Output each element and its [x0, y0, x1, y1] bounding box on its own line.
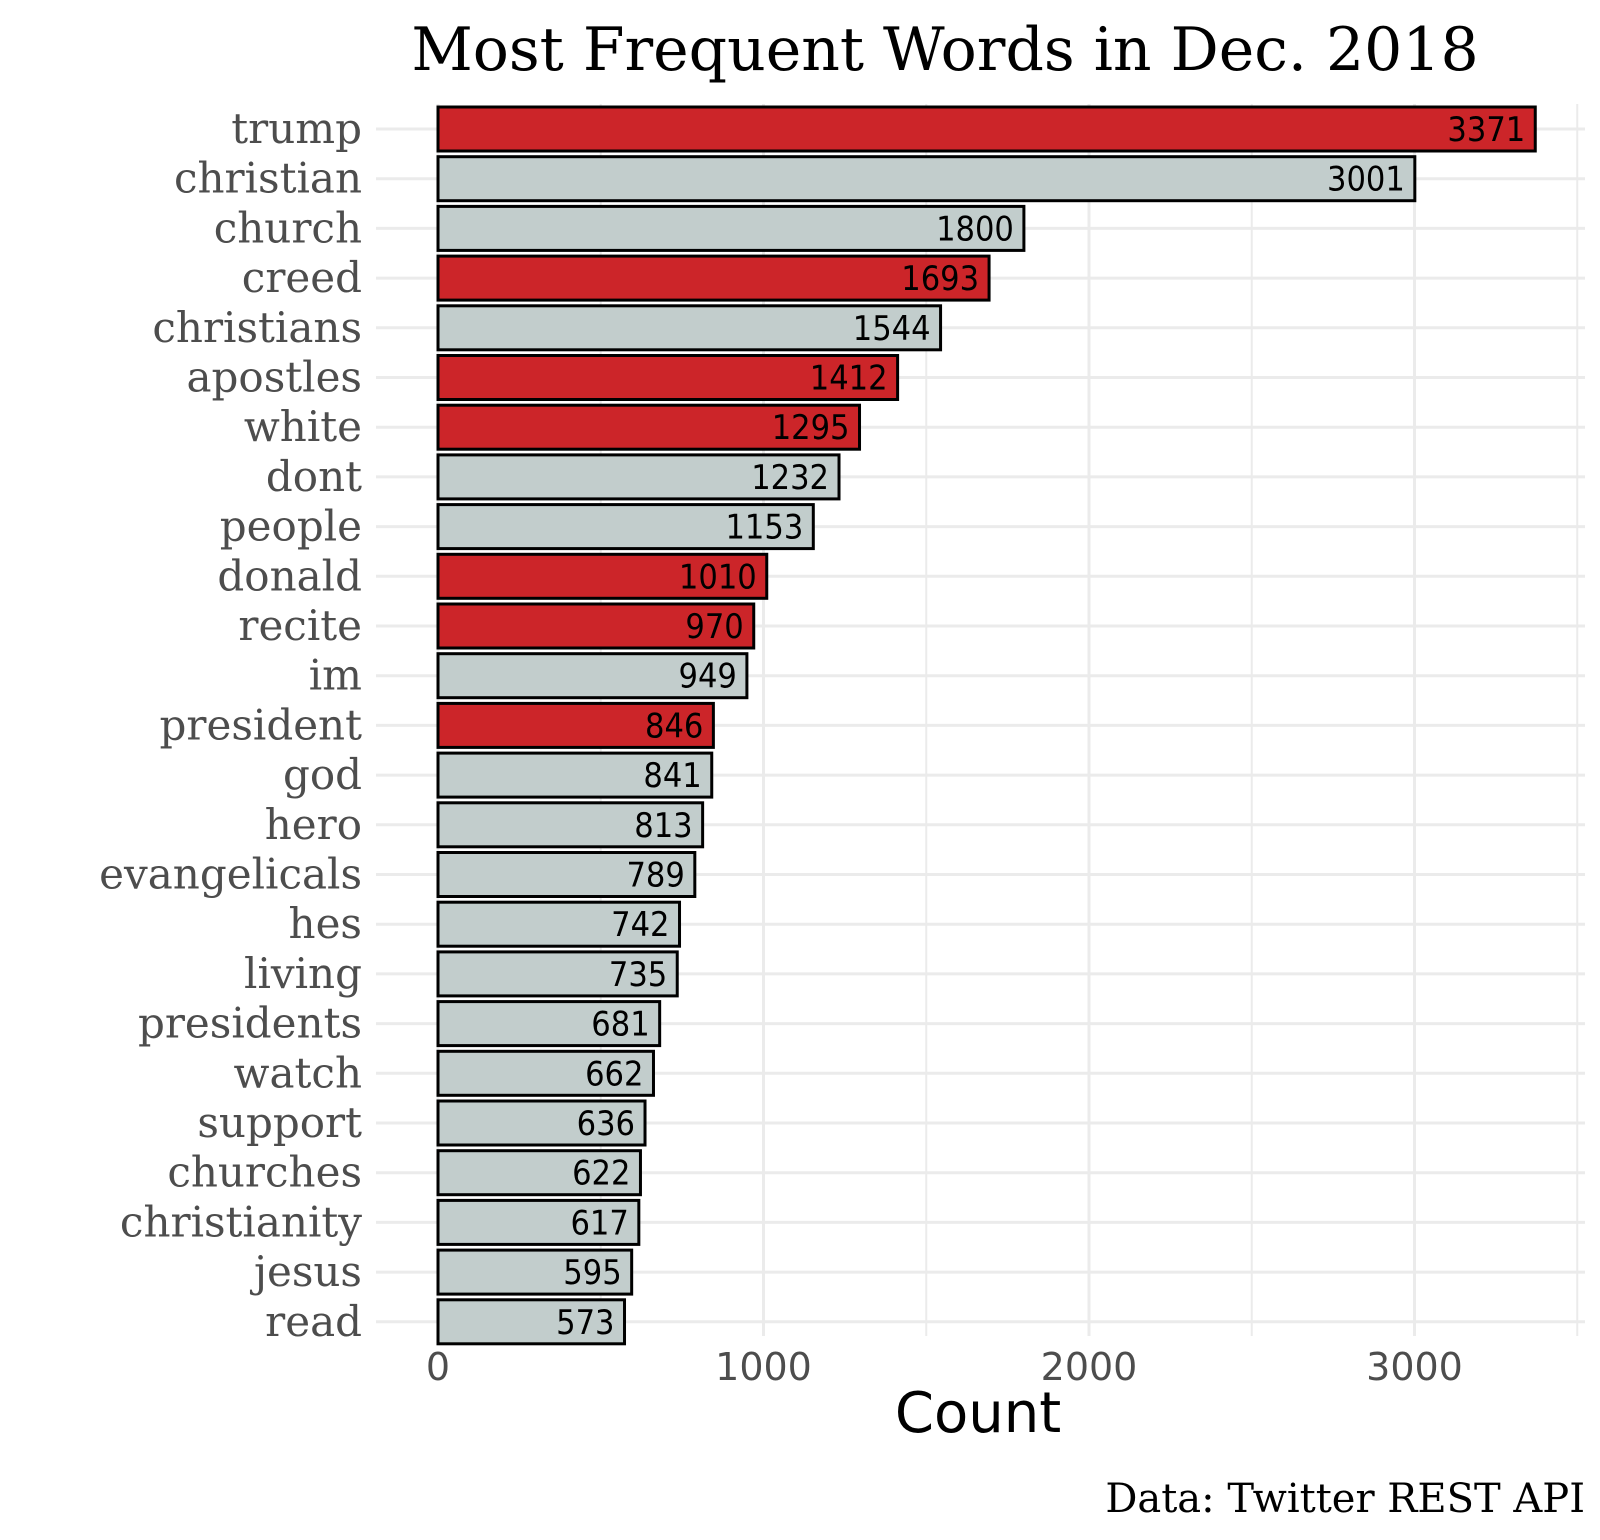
caption: Data: Twitter REST API	[1105, 1476, 1585, 1522]
category-label-jesus: jesus	[249, 1247, 362, 1296]
category-label-hero: hero	[265, 800, 362, 849]
category-label-christian: christian	[174, 154, 362, 203]
value-label-support: 636	[577, 1104, 635, 1144]
bar-christian	[436, 155, 1417, 203]
category-label-support: support	[197, 1098, 362, 1147]
value-label-churches: 622	[572, 1154, 630, 1194]
bar-trump	[436, 105, 1537, 153]
x-tick-label: 1000	[715, 1345, 812, 1389]
category-label-recite: recite	[238, 601, 362, 650]
category-label-churches: churches	[167, 1148, 362, 1197]
chart-title: Most Frequent Words in Dec. 2018	[411, 15, 1478, 85]
bar-christianity	[436, 1198, 641, 1246]
bar-hes	[436, 900, 682, 948]
value-label-god: 841	[643, 756, 701, 796]
bar-watch	[436, 1049, 655, 1097]
value-label-im: 949	[679, 657, 737, 697]
category-label-president: president	[160, 700, 363, 749]
category-label-living: living	[244, 949, 362, 998]
bar-evangelicals	[436, 851, 697, 898]
bar-church	[436, 204, 1026, 252]
bar-dont	[436, 453, 841, 501]
value-label-christian: 3001	[1327, 160, 1405, 200]
value-label-donald: 1010	[679, 557, 757, 597]
value-label-church: 1800	[936, 209, 1014, 249]
bars	[436, 105, 1537, 1346]
value-label-dont: 1232	[751, 458, 829, 498]
category-label-evangelicals: evangelicals	[99, 850, 362, 899]
value-label-living: 735	[609, 955, 667, 995]
category-label-im: im	[309, 651, 362, 700]
value-label-jesus: 595	[563, 1253, 621, 1293]
category-label-watch: watch	[234, 1048, 362, 1097]
bar-apostles	[436, 354, 900, 401]
x-tick-label: 3000	[1366, 1345, 1463, 1389]
bar-jesus	[436, 1248, 634, 1296]
x-tick-label: 2000	[1041, 1345, 1138, 1389]
bar-living	[436, 950, 679, 998]
bar-white	[436, 403, 862, 451]
x-tick-labels: 0 1000 2000 3000	[426, 1345, 1463, 1389]
category-label-church: church	[214, 203, 362, 252]
bar-recite	[436, 602, 756, 650]
category-label-apostles: apostles	[187, 353, 363, 402]
bar-hero	[436, 801, 705, 849]
category-label-white: white	[244, 402, 362, 451]
value-label-people: 1153	[725, 508, 803, 548]
category-label-christians: christians	[152, 303, 362, 352]
x-axis-title: Count	[895, 1381, 1061, 1446]
bar-president	[436, 701, 715, 749]
bar-god	[436, 751, 714, 799]
category-label-presidents: presidents	[138, 999, 362, 1048]
value-label-white: 1295	[772, 408, 850, 448]
value-labels: 3371 3001 1800 1693 1544 1412 1295 1232 1153 1010…	[556, 110, 1525, 1343]
bar-donald	[436, 552, 769, 600]
bar-churches	[436, 1149, 642, 1197]
category-label-christianity: christianity	[120, 1197, 362, 1246]
value-label-creed: 1693	[901, 259, 979, 299]
value-label-trump: 3371	[1447, 110, 1525, 150]
category-label-creed: creed	[242, 253, 362, 302]
category-label-hes: hes	[289, 899, 362, 948]
value-label-apostles: 1412	[810, 359, 888, 399]
category-label-donald: donald	[217, 551, 362, 600]
bar-im	[436, 652, 749, 700]
value-label-president: 846	[645, 706, 703, 746]
value-label-christianity: 617	[570, 1203, 628, 1243]
value-label-christians: 1544	[853, 309, 931, 349]
value-label-read: 573	[556, 1303, 614, 1343]
category-label-people: people	[220, 502, 362, 551]
bar-presidents	[436, 1000, 662, 1048]
value-label-hes: 742	[611, 905, 669, 945]
bar-people	[436, 503, 815, 551]
category-label-trump: trump	[231, 104, 362, 153]
value-label-recite: 970	[685, 607, 743, 647]
category-labels: trumpchristianchurchcreedchristiansapost…	[99, 104, 362, 1346]
category-label-read: read	[265, 1297, 362, 1346]
value-label-hero: 813	[634, 806, 692, 846]
x-tick-label: 0	[426, 1345, 450, 1389]
bar-creed	[436, 254, 991, 302]
value-label-presidents: 681	[591, 1005, 649, 1045]
bar-read	[436, 1298, 627, 1346]
category-label-dont: dont	[266, 452, 362, 501]
value-label-watch: 662	[585, 1054, 643, 1094]
bar-christians	[436, 304, 943, 352]
value-label-evangelicals: 789	[626, 856, 684, 896]
bar-support	[436, 1099, 647, 1147]
category-label-god: god	[283, 750, 362, 799]
